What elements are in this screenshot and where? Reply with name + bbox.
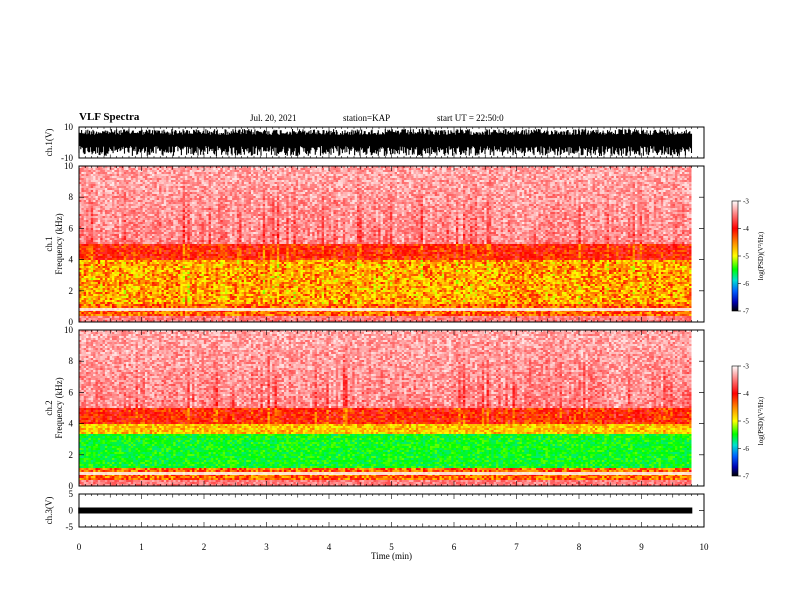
x-axis-title: Time (min)	[371, 551, 412, 561]
colorbar-2-tick-3: -6	[743, 445, 749, 453]
ch1-spec-ylabel: Frequency (kHz)	[54, 213, 64, 274]
ch1-spectrogram-image	[79, 166, 704, 322]
colorbar-1-tick-2: -5	[743, 253, 749, 261]
xtick-7: 7	[514, 542, 519, 552]
ch2-spec-ylabel: ch.2	[44, 400, 54, 415]
colorbar-1-tick-1: -4	[743, 225, 749, 233]
colorbar-2-tick-0: -3	[743, 363, 749, 371]
ch1-nodata-area	[692, 166, 705, 322]
ch2-spec-ytick-5: 10	[64, 325, 74, 335]
ch1-ylabel: ch.1(V)	[44, 129, 54, 157]
ch3-waveform-trace	[79, 508, 692, 514]
ch2-spec-ylabel: Frequency (kHz)	[54, 377, 64, 438]
xtick-10: 10	[700, 542, 710, 552]
ch1-spec-ytick-1: 2	[69, 286, 74, 296]
colorbar-2-tick-2: -5	[743, 418, 749, 426]
ch1-spec-ylabel: ch.1	[44, 236, 54, 251]
colorbar-2-tick-4: -7	[743, 473, 749, 481]
colorbar-1-tick-4: -7	[743, 308, 749, 316]
ch1-wave-ytick-0: 10	[64, 122, 74, 132]
ch2-low-band	[79, 472, 692, 475]
ch2-spec-ytick-2: 4	[69, 419, 74, 429]
ch2-nodata-area	[692, 330, 705, 486]
xtick-2: 2	[202, 542, 207, 552]
xtick-1: 1	[139, 542, 144, 552]
colorbar-2	[732, 366, 738, 476]
xtick-6: 6	[452, 542, 457, 552]
xtick-4: 4	[327, 542, 332, 552]
ch1-spec-ytick-4: 8	[69, 192, 74, 202]
colorbar-2-tick-1: -4	[743, 390, 749, 398]
plot-area: 10-100246810024681050-5ch.1(V)ch.1 Freque…	[0, 0, 792, 612]
xtick-9: 9	[639, 542, 644, 552]
colorbar-1	[732, 201, 738, 311]
colorbar-1-tick-0: -3	[743, 198, 749, 206]
ch3-wave-ytick-2: -5	[66, 522, 74, 532]
ch3-wave-ytick-0: 5	[69, 489, 74, 499]
colorbar-2-label: log(PSD)(V²/Hz)	[757, 396, 765, 445]
ch1-spec-ytick-2: 4	[69, 255, 74, 265]
ch2-spectrogram-image	[79, 330, 704, 486]
ch3-ylabel: ch.3(V)	[44, 497, 54, 525]
colorbar-1-label: log(PSD)(V²/Hz)	[757, 231, 765, 280]
colorbar-1-tick-3: -6	[743, 280, 749, 288]
ch2-spec-ytick-4: 8	[69, 356, 74, 366]
ch2-spec-ytick-3: 6	[69, 387, 74, 397]
ch1-low-band	[79, 308, 692, 311]
ch1-spec-ytick-5: 10	[64, 161, 74, 171]
ch1-waveform-trace	[79, 129, 692, 156]
xtick-8: 8	[577, 542, 582, 552]
vlf-spectra-figure: VLF Spectra Jul. 20, 2021 station=KAP st…	[0, 0, 792, 612]
xtick-3: 3	[264, 542, 269, 552]
xtick-0: 0	[77, 542, 82, 552]
ch3-wave-ytick-1: 0	[69, 506, 74, 516]
ch1-spec-ytick-3: 6	[69, 223, 74, 233]
ch2-spec-ytick-1: 2	[69, 450, 74, 460]
